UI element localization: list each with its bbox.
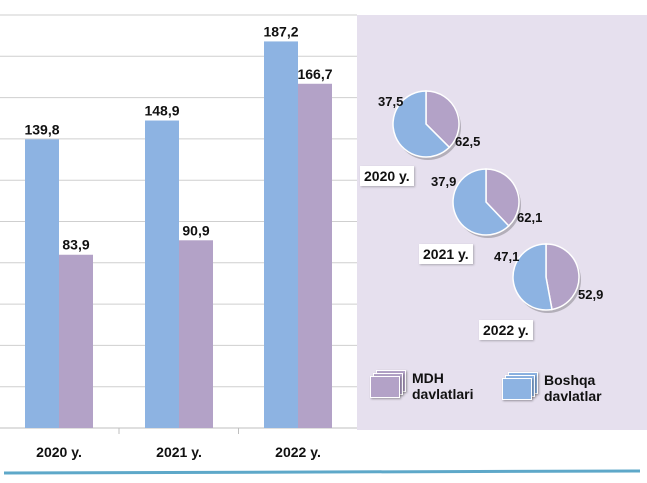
legend-label-boshqa-line2: davlatlar bbox=[544, 388, 602, 404]
pie-data-label: 47,1 bbox=[494, 249, 519, 264]
bar-series2-2022 bbox=[298, 83, 332, 429]
x-tick-label: 2022 y. bbox=[275, 444, 321, 460]
pie-slice-boshqa bbox=[512, 243, 553, 311]
bar-series1-2022 bbox=[264, 41, 298, 428]
bar-series1-2021 bbox=[145, 120, 179, 429]
x-tick-label: 2021 y. bbox=[156, 444, 202, 460]
pie-data-label: 62,1 bbox=[517, 210, 542, 225]
bar-data-label: 90,9 bbox=[182, 222, 209, 238]
bottom-divider bbox=[3, 469, 641, 475]
bar-series2-2020 bbox=[59, 254, 93, 428]
legend-item-boshqa: Boshqa davlatlar bbox=[502, 372, 602, 404]
bar-series1-2020 bbox=[25, 139, 59, 429]
legend-swatch-boshqa-icon bbox=[502, 372, 538, 400]
bar-series2-2021 bbox=[179, 240, 213, 428]
pie-year-label-2022: 2022 y. bbox=[479, 320, 533, 340]
bar-data-label: 139,8 bbox=[24, 121, 59, 137]
pie-slice-boshqa bbox=[392, 90, 451, 158]
legend-item-mdh: MDH davlatlari bbox=[370, 370, 473, 402]
legend-label-boshqa-line1: Boshqa bbox=[544, 372, 596, 388]
pie-data-label: 37,9 bbox=[431, 174, 456, 189]
pie-slice-mdh bbox=[485, 168, 520, 227]
pie-slice-mdh bbox=[425, 90, 460, 149]
legend-label-mdh-line1: MDH bbox=[412, 370, 444, 386]
pie-data-label: 62,5 bbox=[455, 134, 480, 149]
bar-data-label: 187,2 bbox=[263, 23, 298, 39]
bar-data-label: 83,9 bbox=[62, 237, 89, 253]
bar-data-label: 166,7 bbox=[297, 66, 332, 82]
pie-year-label-2021: 2021 y. bbox=[419, 244, 473, 264]
pie-year-label-2020: 2020 y. bbox=[360, 166, 414, 186]
pie-data-label: 37,5 bbox=[378, 94, 403, 109]
pie-slice-boshqa bbox=[452, 168, 510, 236]
legend-swatch-mdh-icon bbox=[370, 370, 406, 398]
pie-data-label: 52,9 bbox=[578, 287, 603, 302]
legend-label-mdh-line2: davlatlari bbox=[412, 386, 474, 402]
x-tick-label: 2020 y. bbox=[36, 444, 82, 460]
bar-data-label: 148,9 bbox=[144, 103, 179, 119]
pie-slice-mdh bbox=[545, 243, 580, 311]
